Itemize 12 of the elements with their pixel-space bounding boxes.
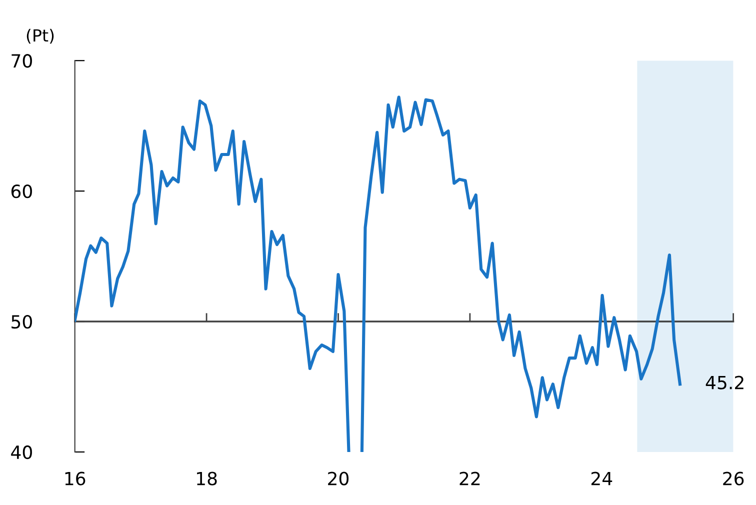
x-tick-label: 22: [460, 472, 480, 486]
y-tick-label: 40: [11, 445, 32, 460]
annotation: 45.2: [706, 376, 744, 390]
x-tick-label: 24: [591, 472, 612, 486]
y-axis-title: (Pt): [26, 28, 54, 44]
x-tick-label: 16: [65, 472, 86, 486]
y-tick-label: 70: [12, 54, 32, 68]
x-tick-label: 20: [328, 472, 349, 486]
y-tick-label: 60: [11, 184, 32, 198]
x-tick-label: 26: [723, 472, 744, 486]
y-tick-label: 50: [12, 314, 32, 329]
x-tick-label: 18: [197, 472, 217, 486]
